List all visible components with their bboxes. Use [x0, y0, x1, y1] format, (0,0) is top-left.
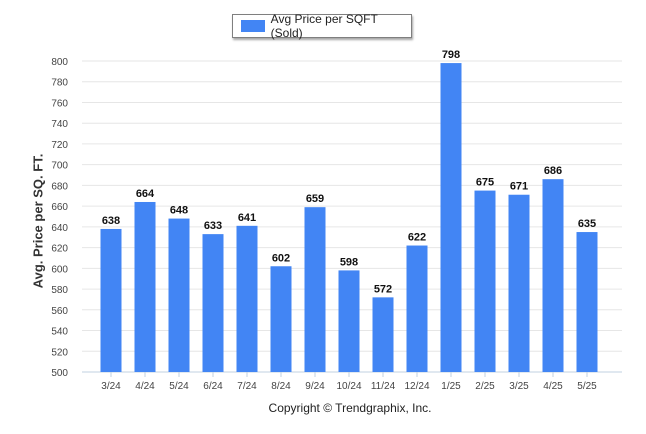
- bar: [474, 190, 496, 372]
- bar: [372, 297, 394, 372]
- y-axis-label: Avg. Price per SQ. FT.: [30, 153, 46, 289]
- data-label: 659: [306, 193, 324, 205]
- bar: [236, 225, 258, 372]
- y-tick-label: 620: [51, 244, 68, 255]
- y-tick-label: 640: [51, 223, 68, 234]
- legend: Avg Price per SQFT (Sold): [232, 12, 412, 40]
- x-tick-label: 8/24: [271, 381, 291, 392]
- y-tick-label: 560: [51, 306, 68, 317]
- data-label: 664: [136, 188, 155, 200]
- y-tick-label: 600: [51, 264, 68, 275]
- data-label: 671: [510, 181, 528, 193]
- data-label: 638: [102, 215, 120, 227]
- data-label: 598: [340, 256, 358, 268]
- y-tick-label: 520: [51, 347, 68, 358]
- x-tick-label: 2/25: [475, 381, 495, 392]
- legend-label: Avg Price per SQFT (Sold): [270, 12, 378, 40]
- x-tick-label: 10/24: [336, 381, 361, 392]
- data-label: 641: [238, 212, 256, 224]
- x-tick-label: 12/24: [404, 381, 429, 392]
- data-label: 572: [374, 283, 392, 295]
- y-tick-label: 760: [51, 98, 68, 109]
- x-tick-label: 7/24: [237, 381, 257, 392]
- x-tick-label: 3/25: [509, 381, 529, 392]
- x-tick-label: 4/25: [543, 381, 563, 392]
- bar: [168, 218, 190, 372]
- x-tick-label: 5/24: [169, 381, 189, 392]
- y-tick-label: 580: [51, 285, 68, 296]
- bar: [576, 232, 598, 372]
- x-tick-label: 6/24: [203, 381, 223, 392]
- y-tick-label: 740: [51, 119, 68, 130]
- x-tick-label: 1/25: [441, 381, 461, 392]
- y-tick-label: 800: [51, 57, 68, 68]
- bar: [508, 194, 530, 372]
- y-tick-label: 700: [51, 161, 68, 172]
- y-tick-label: 680: [51, 181, 68, 192]
- x-tick-label: 5/25: [577, 381, 597, 392]
- data-label: 798: [442, 49, 460, 61]
- bar: [202, 234, 224, 372]
- bar: [304, 207, 326, 372]
- x-tick-label: 11/24: [371, 381, 396, 392]
- data-label: 686: [544, 165, 562, 177]
- x-tick-label: 4/24: [135, 381, 155, 392]
- bar: [440, 63, 462, 372]
- bar: [270, 266, 292, 372]
- data-label: 635: [578, 218, 596, 230]
- legend-swatch: [241, 20, 265, 32]
- data-label: 622: [408, 232, 426, 244]
- copyright-footer: Copyright © Trendgraphix, Inc.: [268, 401, 432, 415]
- y-tick-label: 500: [51, 368, 68, 379]
- data-label: 648: [170, 205, 188, 217]
- bar: [134, 201, 156, 372]
- bar: [338, 270, 360, 372]
- bar: [406, 245, 428, 372]
- bar: [100, 228, 122, 372]
- x-tick-label: 3/24: [101, 381, 121, 392]
- y-tick-label: 720: [51, 140, 68, 151]
- data-label: 602: [272, 252, 290, 264]
- y-tick-label: 780: [51, 78, 68, 89]
- x-tick-label: 9/24: [305, 381, 325, 392]
- y-tick-label: 540: [51, 327, 68, 338]
- bar: [542, 179, 564, 372]
- y-tick-label: 660: [51, 202, 68, 213]
- data-label: 633: [204, 220, 222, 232]
- data-label: 675: [476, 177, 494, 189]
